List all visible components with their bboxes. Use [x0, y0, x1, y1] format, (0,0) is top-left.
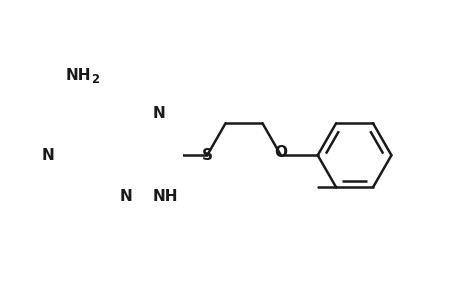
Text: N: N: [153, 106, 165, 121]
Text: S: S: [202, 148, 213, 163]
Text: NH: NH: [65, 68, 91, 83]
Text: N: N: [119, 189, 132, 204]
Text: 2: 2: [90, 74, 99, 86]
Text: NH: NH: [153, 189, 178, 204]
Text: N: N: [42, 148, 55, 163]
Text: O: O: [274, 145, 287, 160]
